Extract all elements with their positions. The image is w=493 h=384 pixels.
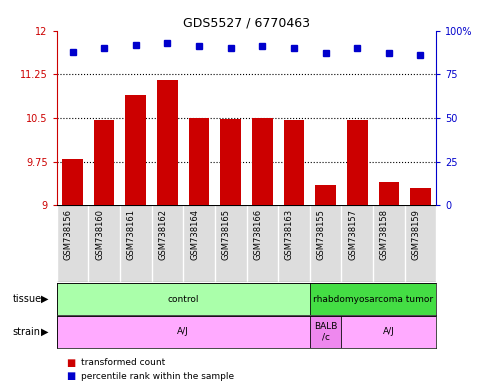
- Text: GSM738156: GSM738156: [64, 209, 72, 260]
- Text: GSM738157: GSM738157: [348, 209, 357, 260]
- Text: GSM738166: GSM738166: [253, 209, 262, 260]
- Text: tissue: tissue: [12, 294, 41, 304]
- Text: GSM738164: GSM738164: [190, 209, 199, 260]
- Text: GSM738162: GSM738162: [158, 209, 168, 260]
- Text: GSM738165: GSM738165: [222, 209, 231, 260]
- Bar: [220, 119, 241, 205]
- Bar: [252, 118, 273, 205]
- Bar: [316, 185, 336, 205]
- Bar: [410, 188, 431, 205]
- Bar: [94, 120, 114, 205]
- Text: GSM738158: GSM738158: [380, 209, 389, 260]
- Text: control: control: [168, 295, 199, 304]
- Text: A/J: A/J: [177, 327, 189, 336]
- Bar: [126, 95, 146, 205]
- Bar: [310, 316, 341, 348]
- Text: GSM738163: GSM738163: [285, 209, 294, 260]
- Text: GSM738155: GSM738155: [317, 209, 325, 260]
- Text: A/J: A/J: [383, 327, 395, 336]
- Text: GSM738159: GSM738159: [412, 209, 421, 260]
- Text: ■: ■: [67, 358, 79, 368]
- Bar: [347, 120, 367, 205]
- Text: BALB
/c: BALB /c: [314, 322, 337, 341]
- Text: transformed count: transformed count: [81, 358, 166, 367]
- Text: percentile rank within the sample: percentile rank within the sample: [81, 372, 235, 381]
- Bar: [189, 118, 210, 205]
- Text: GSM738161: GSM738161: [127, 209, 136, 260]
- Bar: [57, 316, 310, 348]
- Bar: [341, 316, 436, 348]
- Bar: [62, 159, 83, 205]
- Bar: [157, 80, 177, 205]
- Title: GDS5527 / 6770463: GDS5527 / 6770463: [183, 17, 310, 30]
- Bar: [379, 182, 399, 205]
- Text: ▶: ▶: [40, 327, 48, 337]
- Text: ■: ■: [67, 371, 79, 381]
- Text: strain: strain: [12, 327, 40, 337]
- Bar: [57, 283, 310, 315]
- Text: GSM738160: GSM738160: [95, 209, 104, 260]
- Bar: [310, 283, 436, 315]
- Text: ▶: ▶: [40, 294, 48, 304]
- Text: rhabdomyosarcoma tumor: rhabdomyosarcoma tumor: [313, 295, 433, 304]
- Bar: [283, 120, 304, 205]
